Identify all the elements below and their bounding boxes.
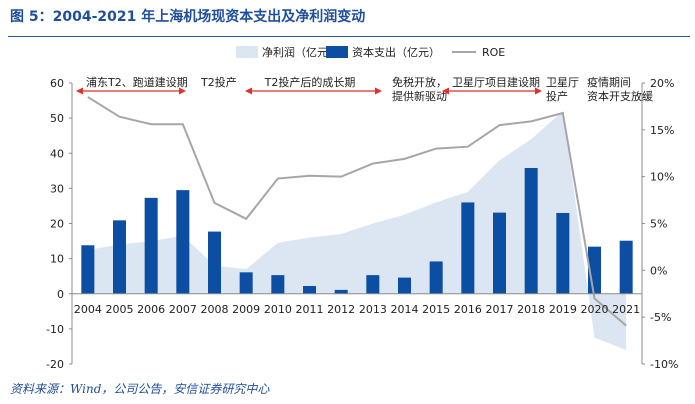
annotation-phase3-line-1: T2投产后的成长期 <box>264 75 356 89</box>
source-note: 资料来源：Wind，公司公告，安信证券研究中心 <box>10 382 270 396</box>
capex-bar-2013 <box>366 275 380 294</box>
legend-label-capex: 资本支出（亿元） <box>352 45 440 59</box>
annotation-arrow-phase3 <box>245 87 382 95</box>
annotation-phase7-line-2: 资本开支放缓 <box>587 89 653 103</box>
left-y-tick-40: 40 <box>50 147 64 160</box>
capex-bar-2018 <box>524 168 538 294</box>
left-y-tick-0: 0 <box>57 288 64 301</box>
capex-bar-2019 <box>556 212 570 294</box>
annotation-phase1-line-1: 浦东T2、跑道建设期 <box>86 75 188 89</box>
capex-bar-2015 <box>429 261 443 294</box>
x-tick-2019: 2019 <box>549 303 577 316</box>
capex-bar-2004 <box>81 245 95 294</box>
right-y-tick--10%: -10% <box>650 358 678 371</box>
x-tick-2016: 2016 <box>454 303 482 316</box>
annotation-phase4-line-1: 免税开放， <box>392 75 447 89</box>
annotation-phase6-line-2: 投产 <box>546 89 568 103</box>
capex-bar-2021 <box>619 240 633 294</box>
capex-bar-2007 <box>176 190 190 294</box>
capex-bar-2006 <box>144 197 158 294</box>
x-tick-2017: 2017 <box>486 303 514 316</box>
x-axis-tick-labels: 2004 2005 2006 2007 2008 2009 2010 2011 2012 2013… <box>74 303 640 316</box>
right-y-tick-15%: 15% <box>650 124 674 137</box>
x-tick-2012: 2012 <box>327 303 355 316</box>
roe-line <box>87 96 627 327</box>
right-y-tick--5%: -5% <box>650 311 671 324</box>
x-tick-2014: 2014 <box>391 303 419 316</box>
right-y-axis-tick-labels: -10% -5% 0% 5% 10% 15% 20% <box>642 77 678 371</box>
capex-bar-2008 <box>208 231 221 294</box>
chart-legend: 净利润（亿元） 资本支出（亿元） ROE <box>236 45 505 59</box>
left-y-tick-20: 20 <box>50 218 64 231</box>
x-tick-2013: 2013 <box>359 303 387 316</box>
capex-bar-2009 <box>239 272 253 294</box>
capex-bar-2005 <box>113 220 126 294</box>
right-y-tick-0%: 0% <box>650 264 667 277</box>
x-tick-2005: 2005 <box>106 303 134 316</box>
annotation-phase5-line-1: 卫星厅项目建设期 <box>452 75 540 89</box>
legend-label-roe: ROE <box>482 46 505 59</box>
capex-bars <box>81 168 633 294</box>
capex-bar-2014 <box>398 277 411 294</box>
annotation-arrow-phase1 <box>76 87 186 95</box>
annotation-phase2-line-1: T2投产 <box>200 75 237 89</box>
capex-bar-2012 <box>334 289 348 294</box>
left-y-tick--20: -20 <box>46 358 64 371</box>
right-y-tick-20%: 20% <box>650 77 674 90</box>
left-y-tick--10: -10 <box>46 323 64 336</box>
title-divider <box>8 36 690 37</box>
capex-bar-2016 <box>461 202 475 294</box>
x-tick-2004: 2004 <box>74 303 102 316</box>
x-tick-2020: 2020 <box>581 303 609 316</box>
left-y-tick-30: 30 <box>50 182 64 195</box>
x-tick-2006: 2006 <box>137 303 165 316</box>
annotation-arrow-phase5 <box>442 87 542 95</box>
right-y-tick-10%: 10% <box>650 171 674 184</box>
x-tick-2008: 2008 <box>201 303 229 316</box>
capex-bar-2017 <box>493 212 506 294</box>
x-tick-2021: 2021 <box>612 303 640 316</box>
capex-bar-2011 <box>303 286 316 294</box>
phase-annotations: 浦东T2、跑道建设期 T2投产 T2投产后的成长期 免税开放，提供新驱动卫星厅项目建设… <box>76 75 653 103</box>
left-y-tick-10: 10 <box>50 253 64 266</box>
annotation-phase6-line-1: 卫星厅 <box>546 76 579 89</box>
left-y-axis-tick-labels: -20 -10 0 10 20 30 40 50 60 <box>46 77 72 371</box>
annotation-phase7-line-1: 疫情期间 <box>587 75 631 89</box>
x-tick-2009: 2009 <box>232 303 260 316</box>
figure-title: 图 5：2004-2021 年上海机场现资本支出及净利润变动 <box>10 9 366 25</box>
legend-swatch-net-profit <box>236 46 258 58</box>
net-profit-area <box>87 111 627 350</box>
left-y-tick-50: 50 <box>50 112 64 125</box>
x-tick-2015: 2015 <box>422 303 450 316</box>
left-y-tick-60: 60 <box>50 77 64 90</box>
capex-bar-2010 <box>271 275 285 294</box>
right-y-tick-5%: 5% <box>650 218 667 231</box>
legend-label-net-profit: 净利润（亿元） <box>262 45 339 59</box>
x-tick-2018: 2018 <box>517 303 545 316</box>
annotation-phase4-line-2: 提供新驱动 <box>392 89 447 103</box>
x-tick-2007: 2007 <box>169 303 197 316</box>
legend-swatch-capex <box>326 46 348 58</box>
x-tick-2010: 2010 <box>264 303 292 316</box>
x-tick-2011: 2011 <box>296 303 324 316</box>
